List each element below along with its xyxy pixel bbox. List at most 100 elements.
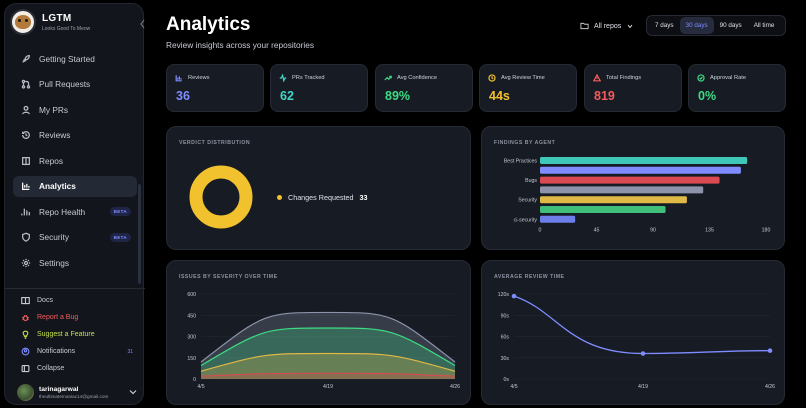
y-tick-label: Security xyxy=(518,198,537,204)
series-line[interactable] xyxy=(200,311,456,363)
chevron-down-icon xyxy=(129,390,137,395)
collapse-button[interactable]: Collapse xyxy=(21,360,137,377)
stat-label: Avg Confidence xyxy=(397,75,438,81)
y-tick-label: 90s xyxy=(501,313,510,319)
notifications-label: Notifications xyxy=(37,348,76,355)
y-tick-label: 300 xyxy=(187,335,196,341)
sidebar: LGTM Looks Good To Meow Getting Started … xyxy=(4,3,145,405)
y-tick-label: 0s xyxy=(504,377,510,383)
stat-label: Total Findings xyxy=(606,75,642,81)
findings-by-agent-card: FINDINGS BY AGENT Best Practices Bugs Secu… xyxy=(481,126,785,250)
sidebar-item-analytics[interactable]: Analytics xyxy=(13,175,137,197)
range-90-days[interactable]: 90 days xyxy=(719,22,742,29)
stat-value: 89% xyxy=(385,89,411,103)
card-title: FINDINGS BY AGENT xyxy=(494,140,556,146)
y-tick-label: 600 xyxy=(187,292,196,298)
data-point[interactable] xyxy=(640,351,646,356)
bar[interactable] xyxy=(540,166,741,174)
activity-icon xyxy=(279,74,287,82)
sidebar-item-my-prs[interactable]: My PRs xyxy=(13,99,137,120)
sidebar-item-pull-requests[interactable]: Pull Requests xyxy=(13,74,137,95)
docs-link[interactable]: Docs xyxy=(21,292,137,309)
beta-badge: BETA xyxy=(109,232,131,242)
notifications-link[interactable]: Notifications 31 xyxy=(21,343,137,360)
sidebar-item-repo-health[interactable]: Repo Health BETA xyxy=(13,201,137,222)
issues-by-severity-card: ISSUES BY SEVERITY OVER TIME 600 450 300 15… xyxy=(166,260,471,405)
sidebar-item-label: Security xyxy=(39,232,69,242)
stat-label: Approval Rate xyxy=(710,75,747,81)
sidebar-item-settings[interactable]: Settings xyxy=(13,252,137,273)
x-tick-label: 135 xyxy=(705,228,714,234)
report-bug-link[interactable]: Report a Bug xyxy=(21,309,137,326)
y-tick-label: ci-security xyxy=(514,217,538,223)
bar[interactable] xyxy=(540,176,720,184)
bar[interactable] xyxy=(540,186,704,194)
donut-slice-changes-requested[interactable] xyxy=(189,165,253,229)
verdict-donut-chart xyxy=(189,165,253,229)
sidebar-item-repos[interactable]: Repos xyxy=(13,150,137,171)
x-tick-label: 4/26 xyxy=(765,384,775,390)
range-all-time[interactable]: All time xyxy=(753,22,775,29)
x-tick-label: 45 xyxy=(594,228,600,234)
shield-icon xyxy=(22,232,30,242)
legend-label: Changes Requested xyxy=(288,193,354,202)
stat-value: 0% xyxy=(698,89,717,103)
bar-chart-icon xyxy=(22,182,30,190)
suggest-feature-link[interactable]: Suggest a Feature xyxy=(21,326,137,343)
y-tick-label: 0 xyxy=(193,377,196,383)
trending-up-icon xyxy=(384,75,392,81)
range-30-days[interactable]: 30 days xyxy=(679,17,714,34)
stat-value: 36 xyxy=(176,89,190,103)
series-line[interactable] xyxy=(200,352,456,372)
sidebar-item-label: Getting Started xyxy=(39,53,95,64)
sidebar-item-security[interactable]: Security BETA xyxy=(13,227,137,248)
severity-area-chart: 600 450 300 150 04/5 4/19 4/26 xyxy=(187,292,460,390)
y-tick-label: 60s xyxy=(501,335,510,341)
bar[interactable] xyxy=(540,157,748,164)
user-name: tarinagarwal xyxy=(39,386,79,393)
area-series xyxy=(201,353,455,379)
bar[interactable] xyxy=(540,206,666,213)
x-tick-label: 4/5 xyxy=(197,384,204,390)
user-icon xyxy=(22,105,30,114)
legend-item-changes-requested: Changes Requested 33 xyxy=(277,193,368,202)
range-7-days[interactable]: 7 days xyxy=(655,22,674,29)
page-subtitle: Review insights across your repositories xyxy=(166,40,315,50)
bar[interactable] xyxy=(540,196,687,204)
brand-tagline: Looks Good To Meow xyxy=(42,25,91,32)
repo-select[interactable]: All repos xyxy=(580,19,633,33)
docs-label: Docs xyxy=(37,297,53,304)
activity-icon xyxy=(21,208,30,215)
review-time-line-chart: 120s 90s 60s 30s 0s4/5 4/19 4/26 xyxy=(498,292,775,390)
sidebar-collapse-icon xyxy=(21,364,30,373)
stat-card-avg-review-time: Avg Review Time 44s xyxy=(479,64,577,112)
stat-value: 44s xyxy=(489,89,510,103)
chevron-left-icon[interactable] xyxy=(139,16,145,32)
series-line[interactable] xyxy=(200,327,456,367)
user-menu[interactable]: tarinagarwal theultimatemaniac14@gmail.c… xyxy=(17,384,139,401)
stat-card-prs-tracked: PRs Tracked 62 xyxy=(270,64,368,112)
sidebar-item-getting-started[interactable]: Getting Started xyxy=(13,48,137,69)
card-title: VERDICT DISTRIBUTION xyxy=(179,140,251,146)
bar-chart-icon xyxy=(175,75,182,82)
stat-card-approval-rate: Approval Rate 0% xyxy=(688,64,786,112)
legend-dot xyxy=(277,195,282,200)
collapse-label: Collapse xyxy=(37,365,65,372)
data-point[interactable] xyxy=(767,348,773,353)
x-tick-label: 4/19 xyxy=(638,384,648,390)
x-tick-label: 4/19 xyxy=(323,384,333,390)
book-open-icon xyxy=(21,296,30,305)
bar[interactable] xyxy=(540,215,576,223)
x-tick-label: 4/5 xyxy=(510,384,517,390)
brand[interactable]: LGTM Looks Good To Meow xyxy=(10,9,90,35)
card-title: AVERAGE REVIEW TIME xyxy=(494,274,565,280)
folder-icon xyxy=(580,22,589,30)
sidebar-item-reviews[interactable]: Reviews xyxy=(13,125,137,146)
area-series xyxy=(201,373,455,379)
sidebar-nav: Getting Started Pull Requests My PRs Rev… xyxy=(13,48,137,278)
sidebar-scrollbar[interactable] xyxy=(138,184,141,284)
series-line[interactable] xyxy=(200,372,456,377)
y-tick-label: 450 xyxy=(187,313,196,319)
data-point[interactable] xyxy=(511,293,517,299)
stat-card-total-findings: Total Findings 819 xyxy=(584,64,682,112)
